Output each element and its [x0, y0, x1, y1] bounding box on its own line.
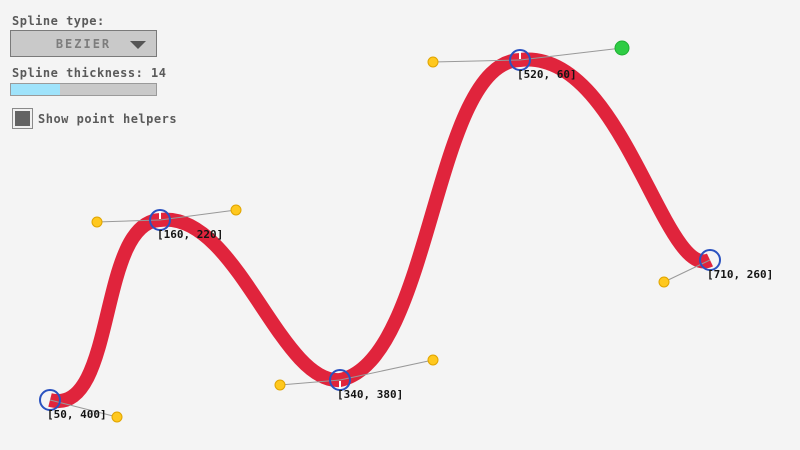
point-ring[interactable]	[39, 389, 61, 411]
selected-handle-dot[interactable]	[614, 40, 630, 56]
handle-line	[339, 359, 434, 381]
handle-line	[159, 209, 237, 221]
handle-line	[519, 47, 623, 61]
handle-dot[interactable]	[427, 56, 439, 68]
spline-type-dropdown[interactable]: BEZIER	[10, 30, 157, 57]
handle-dot[interactable]	[427, 354, 439, 366]
handle-dot[interactable]	[91, 216, 103, 228]
point-ring[interactable]	[509, 49, 531, 71]
chevron-down-icon	[130, 41, 146, 49]
point-ring[interactable]	[699, 249, 721, 271]
handle-dot[interactable]	[658, 276, 670, 288]
handle-dot[interactable]	[274, 379, 286, 391]
handle-dot[interactable]	[230, 204, 242, 216]
spline-thickness-label: Spline thickness: 14	[12, 66, 167, 80]
point-ring[interactable]	[329, 369, 351, 391]
spline-thickness-slider[interactable]	[10, 83, 157, 96]
point-label: [160, 220]	[157, 228, 223, 241]
handle-line	[432, 59, 521, 63]
point-label: [340, 380]	[337, 388, 403, 401]
point-ring[interactable]	[149, 209, 171, 231]
show-point-helpers-label: Show point helpers	[38, 111, 178, 126]
handle-line	[663, 259, 711, 283]
point-label: [710, 260]	[707, 268, 773, 281]
checkbox-mark	[15, 111, 30, 126]
slider-fill	[11, 84, 61, 95]
spline-type-label: Spline type:	[12, 14, 105, 28]
spline-curve	[48, 52, 713, 408]
show-point-helpers-checkbox[interactable]	[12, 108, 33, 129]
point-label: [520, 60]	[517, 68, 577, 81]
handle-line	[49, 399, 118, 418]
spline-type-value: BEZIER	[55, 36, 112, 51]
point-label: [50, 400]	[47, 408, 107, 421]
show-point-helpers-row: Show point helpers	[12, 108, 177, 129]
handle-dot[interactable]	[111, 411, 123, 423]
